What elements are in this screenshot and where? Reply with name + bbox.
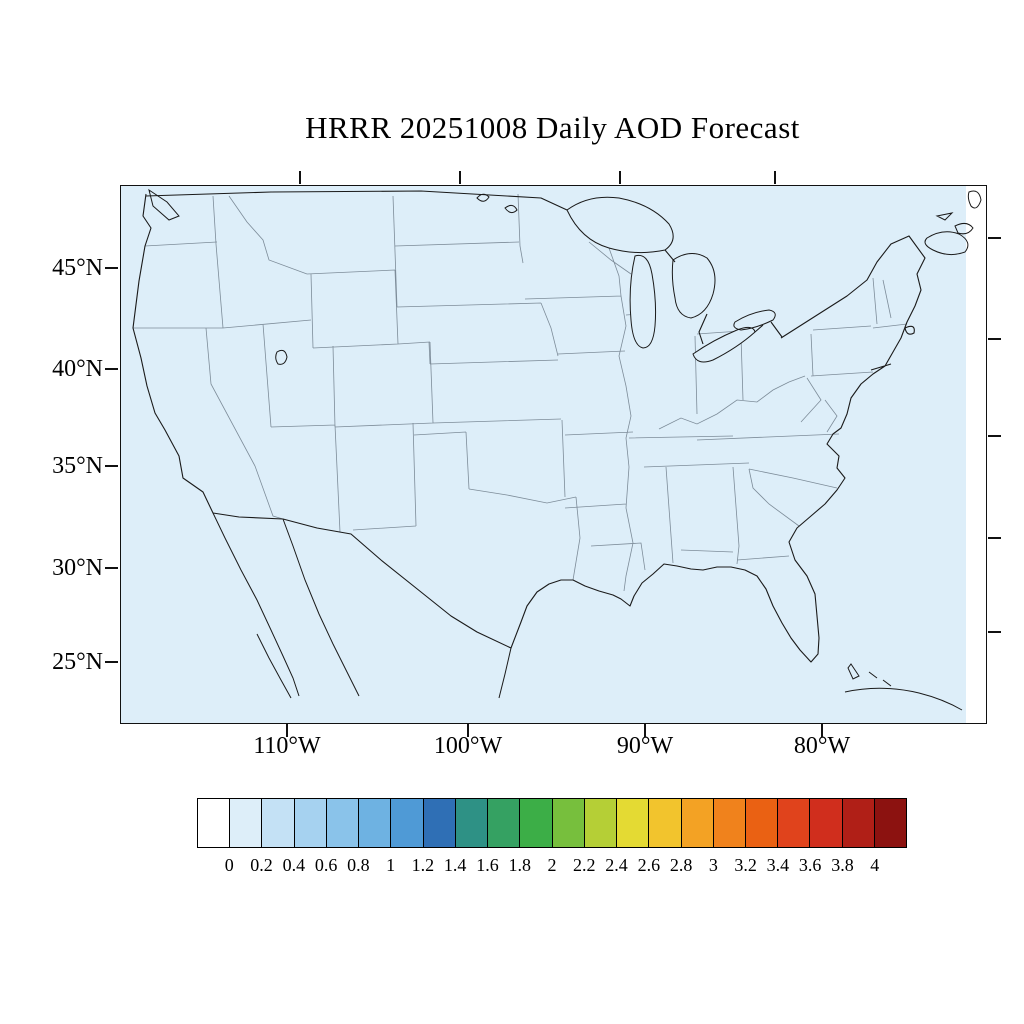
lon-axis-label: 110°W bbox=[253, 733, 321, 759]
axis-tick bbox=[644, 724, 646, 737]
colorbar-cell bbox=[584, 799, 618, 847]
colorbar-label: 0 bbox=[224, 855, 234, 875]
lon-axis-label: 90°W bbox=[616, 733, 674, 759]
colorbar-cell bbox=[391, 799, 424, 847]
map-frame bbox=[120, 185, 987, 724]
axis-tick bbox=[619, 171, 621, 184]
colorbar-cell bbox=[359, 799, 392, 847]
colorbar-label: 3.6 bbox=[798, 855, 822, 875]
colorbar-label: 1 bbox=[386, 855, 396, 875]
colorbar-label: 1.4 bbox=[443, 855, 467, 875]
colorbar-cell bbox=[713, 799, 746, 847]
colorbar-label: 3.4 bbox=[766, 855, 790, 875]
domain-edge-strip bbox=[966, 186, 986, 723]
colorbar-cell bbox=[488, 799, 521, 847]
colorbar-label: 2.2 bbox=[573, 855, 596, 875]
colorbar-label: 0.6 bbox=[314, 855, 338, 875]
lat-axis-label: 40°N bbox=[52, 356, 103, 382]
lat-axis-label: 35°N bbox=[52, 453, 103, 479]
axis-tick bbox=[299, 171, 301, 184]
colorbar-label: 2 bbox=[547, 855, 557, 875]
colorbar-label: 2.8 bbox=[669, 855, 693, 875]
axis-tick bbox=[105, 661, 118, 663]
axis-tick bbox=[774, 171, 776, 184]
colorbar-cell bbox=[617, 799, 650, 847]
axis-tick bbox=[467, 724, 469, 737]
colorbar-cell bbox=[778, 799, 811, 847]
axis-tick bbox=[286, 724, 288, 737]
colorbar-cell bbox=[649, 799, 682, 847]
colorbar-label: 2.6 bbox=[637, 855, 661, 875]
plot-title: HRRR 20251008 Daily AOD Forecast bbox=[305, 110, 800, 145]
islands-and-mexico bbox=[148, 188, 982, 711]
colorbar-cell bbox=[874, 799, 907, 847]
colorbar-cell bbox=[455, 799, 489, 847]
axis-tick bbox=[988, 435, 1001, 437]
colorbar-label: 0.8 bbox=[347, 855, 370, 875]
lat-axis-label: 45°N bbox=[52, 255, 103, 281]
lat-axis-label: 30°N bbox=[52, 555, 103, 581]
colorbar-label: 3 bbox=[708, 855, 718, 875]
colorbar-label: 1.6 bbox=[476, 855, 499, 875]
axis-tick bbox=[988, 537, 1001, 539]
colorbar-label: 0.2 bbox=[250, 855, 273, 875]
aod-field bbox=[121, 186, 986, 723]
colorbar-cell bbox=[842, 799, 875, 847]
axis-tick bbox=[105, 368, 118, 370]
us-map bbox=[121, 186, 986, 723]
colorbar-label: 0.4 bbox=[282, 855, 306, 875]
colorbar-label: 2.4 bbox=[605, 855, 628, 875]
colorbar-cell bbox=[681, 799, 714, 847]
colorbar-cell bbox=[520, 799, 553, 847]
colorbar bbox=[197, 798, 907, 848]
axis-tick bbox=[988, 631, 1001, 633]
lat-axis-label: 25°N bbox=[52, 649, 103, 675]
state-borders bbox=[133, 193, 908, 592]
axis-tick bbox=[105, 267, 118, 269]
lon-axis-label: 80°W bbox=[793, 733, 851, 759]
colorbar-label: 1.8 bbox=[508, 855, 531, 875]
colorbar-cell bbox=[810, 799, 843, 847]
colorbar-label: 3.8 bbox=[831, 855, 854, 875]
axis-tick bbox=[821, 724, 823, 737]
colorbar-cell bbox=[745, 799, 779, 847]
great-lakes bbox=[566, 196, 776, 363]
colorbar-cell bbox=[198, 799, 231, 847]
colorbar-cell bbox=[552, 799, 585, 847]
colorbar-cell bbox=[326, 799, 360, 847]
axis-tick bbox=[459, 171, 461, 184]
lon-axis-label: 100°W bbox=[433, 733, 503, 759]
axis-tick bbox=[988, 237, 1001, 239]
colorbar-cell bbox=[230, 799, 263, 847]
colorbar-cell bbox=[262, 799, 295, 847]
colorbar-label: 3.2 bbox=[734, 855, 757, 875]
axis-tick bbox=[988, 338, 1001, 340]
axis-tick bbox=[105, 567, 118, 569]
colorbar-label: 1.2 bbox=[411, 855, 435, 875]
axis-tick bbox=[105, 465, 118, 467]
colorbar-label: 4 bbox=[870, 855, 880, 875]
coastline bbox=[132, 190, 926, 663]
colorbar-cell bbox=[294, 799, 327, 847]
colorbar-cell bbox=[423, 799, 456, 847]
colorbar-labels: 0 0.2 0.4 0.6 0.8 1 1.2 1.4 1.6 1.8 2 2.2 2.4 2.6 2.8 3… bbox=[197, 855, 907, 879]
